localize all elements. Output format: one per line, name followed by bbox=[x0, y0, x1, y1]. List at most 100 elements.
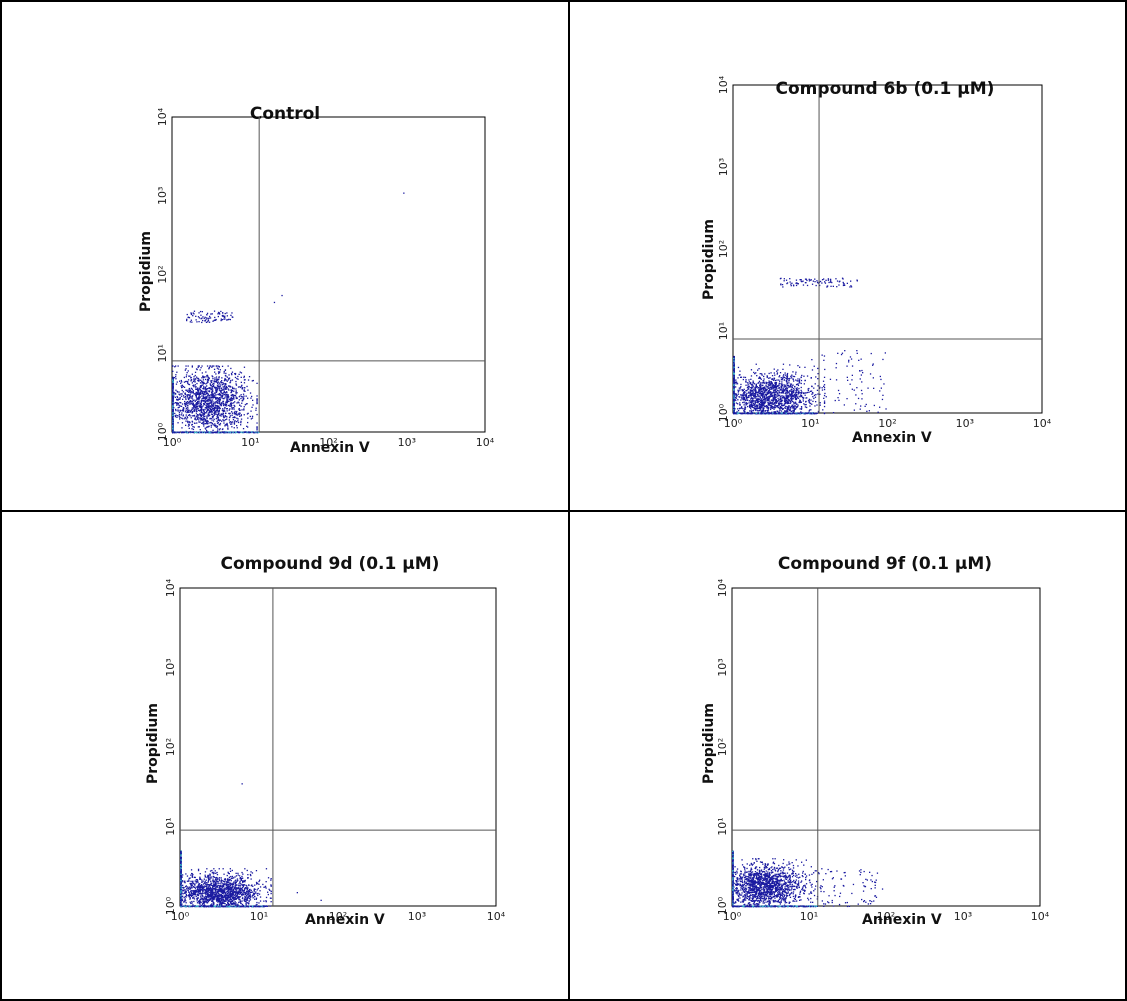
scatter-point bbox=[188, 396, 191, 398]
scatter-point bbox=[215, 424, 217, 427]
scatter-point bbox=[737, 412, 739, 414]
scatter-point bbox=[201, 414, 203, 416]
scatter-point bbox=[210, 421, 212, 424]
scatter-point bbox=[206, 392, 208, 394]
scatter-point bbox=[197, 365, 199, 367]
scatter-point bbox=[226, 418, 228, 420]
scatter-point bbox=[172, 419, 174, 422]
scatter-point bbox=[799, 408, 801, 410]
scatter-point bbox=[193, 896, 195, 898]
scatter-point bbox=[202, 405, 204, 407]
scatter-point bbox=[230, 397, 233, 399]
scatter-point bbox=[750, 409, 752, 411]
scatter-point bbox=[207, 376, 209, 378]
scatter-point bbox=[786, 410, 788, 412]
scatter-point bbox=[758, 390, 760, 392]
scatter-point bbox=[240, 422, 242, 424]
scatter-point bbox=[780, 401, 782, 403]
scatter-point bbox=[230, 394, 233, 396]
scatter-point bbox=[187, 370, 189, 372]
scatter-point bbox=[233, 404, 235, 407]
scatter-point bbox=[765, 412, 767, 415]
scatter-point bbox=[243, 395, 245, 397]
scatter-point bbox=[195, 412, 198, 414]
scatter-point bbox=[753, 394, 755, 396]
scatter-point bbox=[207, 405, 210, 407]
scatter-point bbox=[186, 410, 188, 413]
scatter-point bbox=[225, 431, 227, 433]
scatter-point bbox=[753, 404, 755, 406]
scatter-point bbox=[178, 412, 181, 414]
scatter-point bbox=[762, 396, 764, 398]
scatter-point bbox=[838, 284, 840, 286]
scatter-point bbox=[849, 356, 852, 358]
scatter-point bbox=[220, 877, 222, 879]
scatter-point bbox=[217, 411, 219, 413]
scatter-point bbox=[785, 394, 787, 396]
scatter-point bbox=[760, 386, 762, 388]
scatter-point bbox=[802, 398, 804, 400]
scatter-point bbox=[231, 412, 234, 414]
scatter-point bbox=[194, 417, 196, 419]
scatter-point bbox=[792, 371, 794, 373]
scatter-point bbox=[784, 407, 786, 409]
scatter-point bbox=[216, 415, 218, 418]
scatter-point bbox=[229, 902, 232, 904]
scatter-point bbox=[746, 412, 748, 415]
scatter-point bbox=[792, 391, 794, 393]
scatter-point bbox=[846, 398, 848, 400]
scatter-point bbox=[236, 377, 238, 380]
scatter-point bbox=[793, 375, 796, 378]
scatter-point bbox=[759, 397, 761, 399]
scatter-point bbox=[197, 378, 200, 380]
scatter-point bbox=[213, 395, 215, 397]
scatter-point bbox=[203, 400, 205, 402]
scatter-point bbox=[200, 367, 202, 369]
scatter-point bbox=[230, 397, 232, 399]
scatter-point bbox=[204, 412, 206, 414]
scatter-point bbox=[759, 410, 761, 412]
scatter-point bbox=[824, 368, 826, 371]
scatter-point bbox=[751, 387, 753, 389]
scatter-point bbox=[212, 390, 214, 392]
scatter-point bbox=[239, 371, 241, 373]
scatter-point bbox=[749, 393, 751, 395]
scatter-point bbox=[216, 430, 219, 432]
scatter-point bbox=[211, 415, 214, 418]
scatter-point bbox=[229, 318, 231, 321]
scatter-point bbox=[771, 382, 773, 384]
y-axis-label: Propidium bbox=[138, 231, 154, 312]
scatter-point bbox=[230, 372, 233, 375]
scatter-point bbox=[783, 403, 786, 405]
scatter-point bbox=[817, 410, 820, 413]
scatter-point bbox=[779, 375, 781, 377]
scatter-point bbox=[823, 376, 826, 378]
scatter-point bbox=[188, 390, 190, 392]
scatter-point bbox=[752, 385, 754, 387]
scatter-point bbox=[809, 405, 811, 407]
scatter-point bbox=[249, 890, 251, 892]
scatter-point bbox=[197, 379, 199, 382]
scatter-point bbox=[245, 884, 247, 887]
scatter-point bbox=[179, 380, 181, 382]
scatter-point bbox=[771, 395, 773, 397]
scatter-point bbox=[199, 409, 202, 411]
scatter-point bbox=[767, 411, 769, 413]
scatter-point bbox=[733, 359, 735, 361]
scatter-point bbox=[199, 429, 201, 431]
scatter-point bbox=[227, 880, 229, 882]
scatter-point bbox=[203, 403, 205, 405]
scatter-point bbox=[207, 900, 210, 903]
scatter-point bbox=[792, 390, 795, 392]
scatter-point bbox=[782, 391, 784, 394]
scatter-point bbox=[240, 418, 243, 420]
scatter-point bbox=[785, 396, 787, 398]
scatter-point bbox=[753, 393, 755, 395]
scatter-point bbox=[203, 878, 205, 880]
scatter-point bbox=[821, 387, 823, 389]
scatter-point bbox=[197, 897, 199, 899]
scatter-point bbox=[187, 425, 190, 427]
scatter-point bbox=[758, 399, 760, 401]
scatter-point bbox=[733, 370, 735, 372]
scatter-point bbox=[204, 391, 206, 393]
